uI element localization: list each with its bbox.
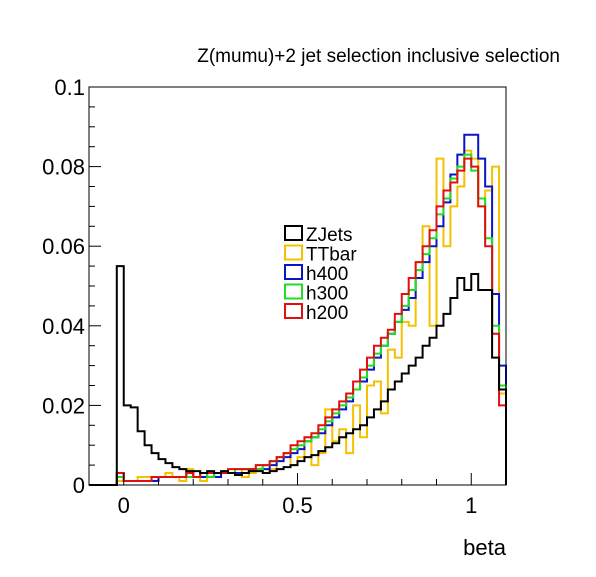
y-tick-label: 0.06 (42, 234, 85, 259)
x-tick-label: 1 (465, 493, 477, 518)
y-tick-label: 0.02 (42, 393, 85, 418)
plot-frame (88, 86, 507, 486)
histogram-series-h300 (89, 153, 507, 486)
legend-label-h200: h200 (306, 303, 348, 324)
histogram-series-zjets (89, 265, 507, 486)
x-tick-label: 0 (118, 493, 130, 518)
legend-label-ttbar: TTbar (306, 245, 357, 266)
legend-label-h300: h300 (306, 284, 348, 305)
y-tick-label: 0.1 (54, 75, 85, 100)
axis-layer: 0 0.02 0.04 0.06 0.08 0.1 0 0.5 1 (42, 75, 477, 518)
histogram-layer (89, 133, 507, 486)
y-tick-label: 0 (73, 473, 85, 498)
x-axis-label: beta (463, 535, 507, 560)
chart-title: Z(mumu)+2 jet selection inclusive select… (197, 46, 560, 67)
legend-label-zjets: ZJets (306, 225, 352, 246)
x-tick-label: 0.5 (282, 493, 313, 518)
histogram-series-h200 (89, 157, 507, 486)
legend-swatch-h200 (284, 303, 303, 319)
legend-swatch-zjets (284, 225, 303, 241)
legend-swatch-h400 (284, 264, 303, 280)
legend-swatch-h300 (284, 283, 303, 300)
legend-label-h400: h400 (306, 264, 348, 285)
y-tick-label: 0.04 (42, 314, 85, 339)
legend-swatch-ttbar (284, 244, 303, 261)
y-tick-label: 0.08 (42, 155, 85, 180)
